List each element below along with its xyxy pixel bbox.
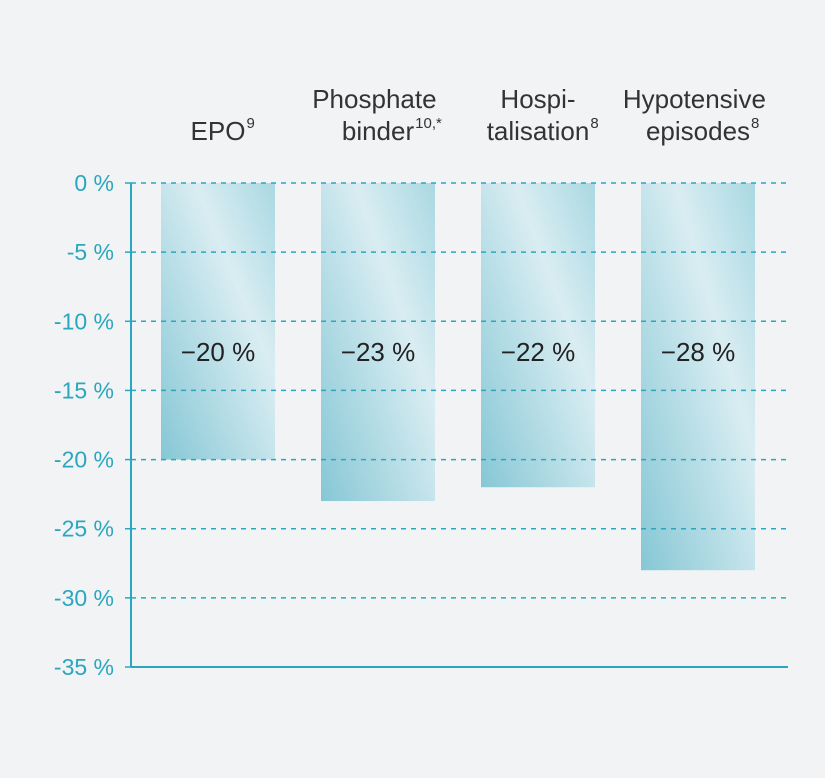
bar [161, 183, 275, 460]
category-label: Hypotensive episodes [623, 84, 773, 146]
value-label: −28 % [661, 337, 735, 367]
bar [321, 183, 435, 502]
category-note: 10,* [415, 115, 442, 132]
value-label: −22 % [501, 337, 575, 367]
y-tick-label: -35 % [54, 654, 114, 680]
y-tick-label: 0 % [74, 170, 114, 196]
y-tick-label: -5 % [67, 239, 114, 265]
bar [641, 183, 755, 571]
y-tick-label: -10 % [54, 308, 114, 334]
bar [481, 183, 595, 488]
category-note: 8 [751, 115, 759, 132]
category-label: EPO [191, 116, 246, 146]
value-label: −23 % [341, 337, 415, 367]
category-note: 8 [590, 115, 598, 132]
category-note: 9 [246, 115, 254, 132]
y-tick-label: -15 % [54, 377, 114, 403]
y-tick-label: -20 % [54, 447, 114, 473]
y-tick-label: -25 % [54, 516, 114, 542]
y-tick-label: -30 % [54, 585, 114, 611]
category-label: Hospi-talisation [487, 84, 590, 146]
category-label: Phosphate binder [312, 84, 444, 146]
value-label: −20 % [181, 337, 255, 367]
